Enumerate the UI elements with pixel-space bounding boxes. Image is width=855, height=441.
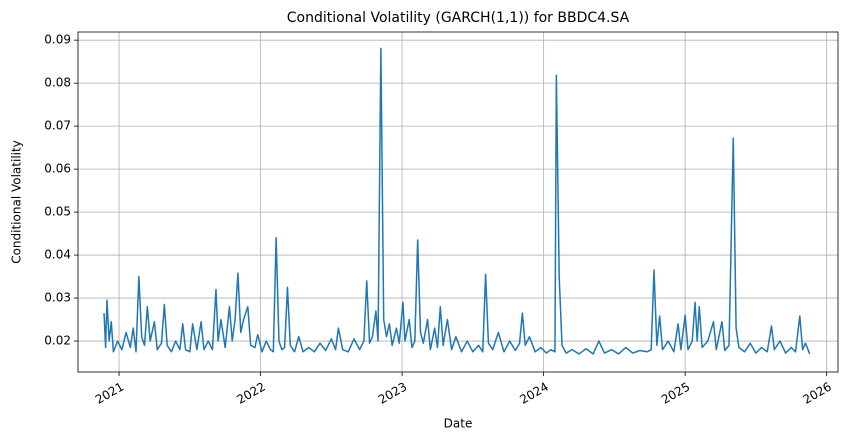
plot-frame: [77, 31, 839, 373]
data-line: [103, 47, 811, 355]
x-tick-label: 2026: [800, 380, 833, 407]
y-tick-label: 0.06: [44, 162, 71, 176]
x-tick-label: 2023: [376, 380, 409, 407]
y-tick-label: 0.02: [44, 334, 71, 348]
x-tick-label: 2025: [659, 380, 692, 407]
y-tick-label: 0.04: [44, 248, 71, 262]
y-tick-label: 0.03: [44, 291, 71, 305]
x-tick-label: 2022: [234, 380, 267, 407]
x-tick-label: 2021: [93, 380, 126, 407]
y-axis-label: Conditional Volatility: [10, 140, 24, 264]
y-tick-label: 0.09: [44, 33, 71, 47]
y-tick-label: 0.07: [44, 119, 71, 133]
y-tick-label: 0.08: [44, 76, 71, 90]
x-axis-label: Date: [444, 417, 473, 431]
y-tick-label: 0.05: [44, 205, 71, 219]
x-tick-label: 2024: [517, 380, 550, 407]
chart-title: Conditional Volatility (GARCH(1,1)) for …: [287, 10, 630, 26]
